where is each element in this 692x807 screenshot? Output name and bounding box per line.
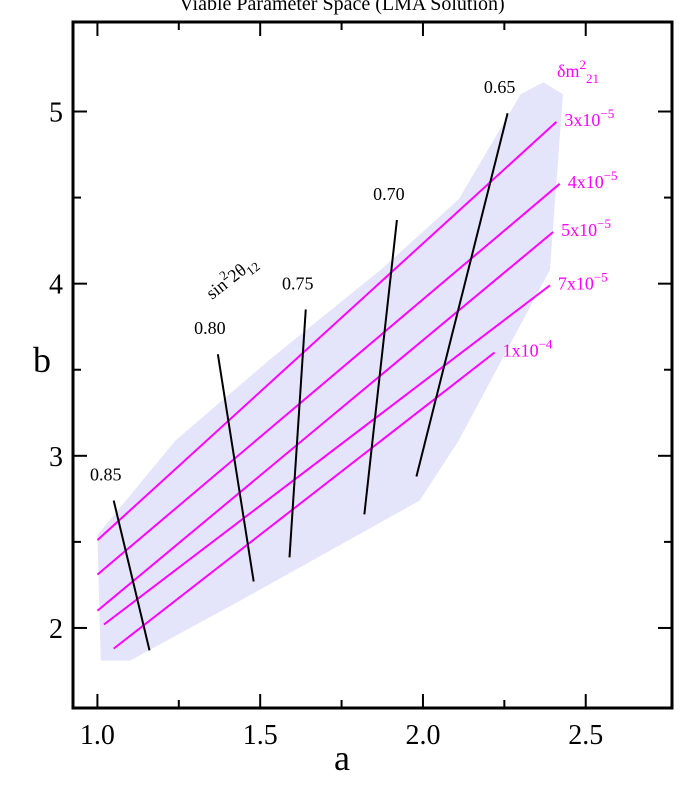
y-axis-label: b [33,340,51,380]
series-label: 0.80 [194,318,226,338]
contour-line [103,284,551,626]
label-exponent: −5 [594,269,608,284]
viable-region [97,82,563,661]
contour-line [96,183,561,576]
label-base: 1x10 [503,341,539,361]
label-base: 7x10 [558,273,594,293]
contour-line [415,112,509,477]
chart-title: Viable Parameter Space (LMA Solution) [179,0,504,15]
contour-line [112,500,151,651]
plot-frame [71,20,674,710]
x-tick-label: 1.0 [80,720,115,751]
contour-line [216,354,255,582]
series-label: 1x10−4 [503,337,553,361]
series-label: 7x10−5 [558,269,608,293]
dm-base: δm [557,61,579,81]
series-label: 0.85 [90,465,122,485]
x-tick-label: 2.5 [568,720,603,751]
label-exponent: −4 [539,337,553,352]
label-base: 3x10 [564,110,600,130]
dm-sup: 2 [579,57,586,72]
label-exponent: −5 [597,216,611,231]
y-tick-label: 3 [49,442,63,473]
x-tick-label: 2.0 [405,720,440,751]
label-base: 5x10 [561,220,597,240]
series-label: 0.65 [484,77,516,97]
y-tick-label: 5 [49,98,63,129]
sin-label: sin22θ12 [200,248,263,306]
series-label: 3x10−5 [564,106,614,130]
series-label: 0.75 [282,273,314,293]
contour-line [96,121,558,541]
label-exponent: −5 [604,168,618,183]
contour-line [113,351,496,650]
contour-line [288,309,307,558]
contour-line [363,219,398,515]
y-tick-label: 2 [49,614,63,645]
series-label: 0.70 [373,184,405,204]
label-exponent: −5 [600,106,614,121]
series-label: 4x10−5 [568,168,618,192]
y-tick-label: 4 [49,270,63,301]
x-axis-label: a [334,738,350,778]
contour-line [96,231,554,612]
dm-label: δm221 [557,57,599,86]
x-tick-label: 1.5 [243,720,278,751]
series-label: 5x10−5 [561,216,611,240]
dm-sub: 21 [586,71,599,86]
label-base: 4x10 [568,172,604,192]
